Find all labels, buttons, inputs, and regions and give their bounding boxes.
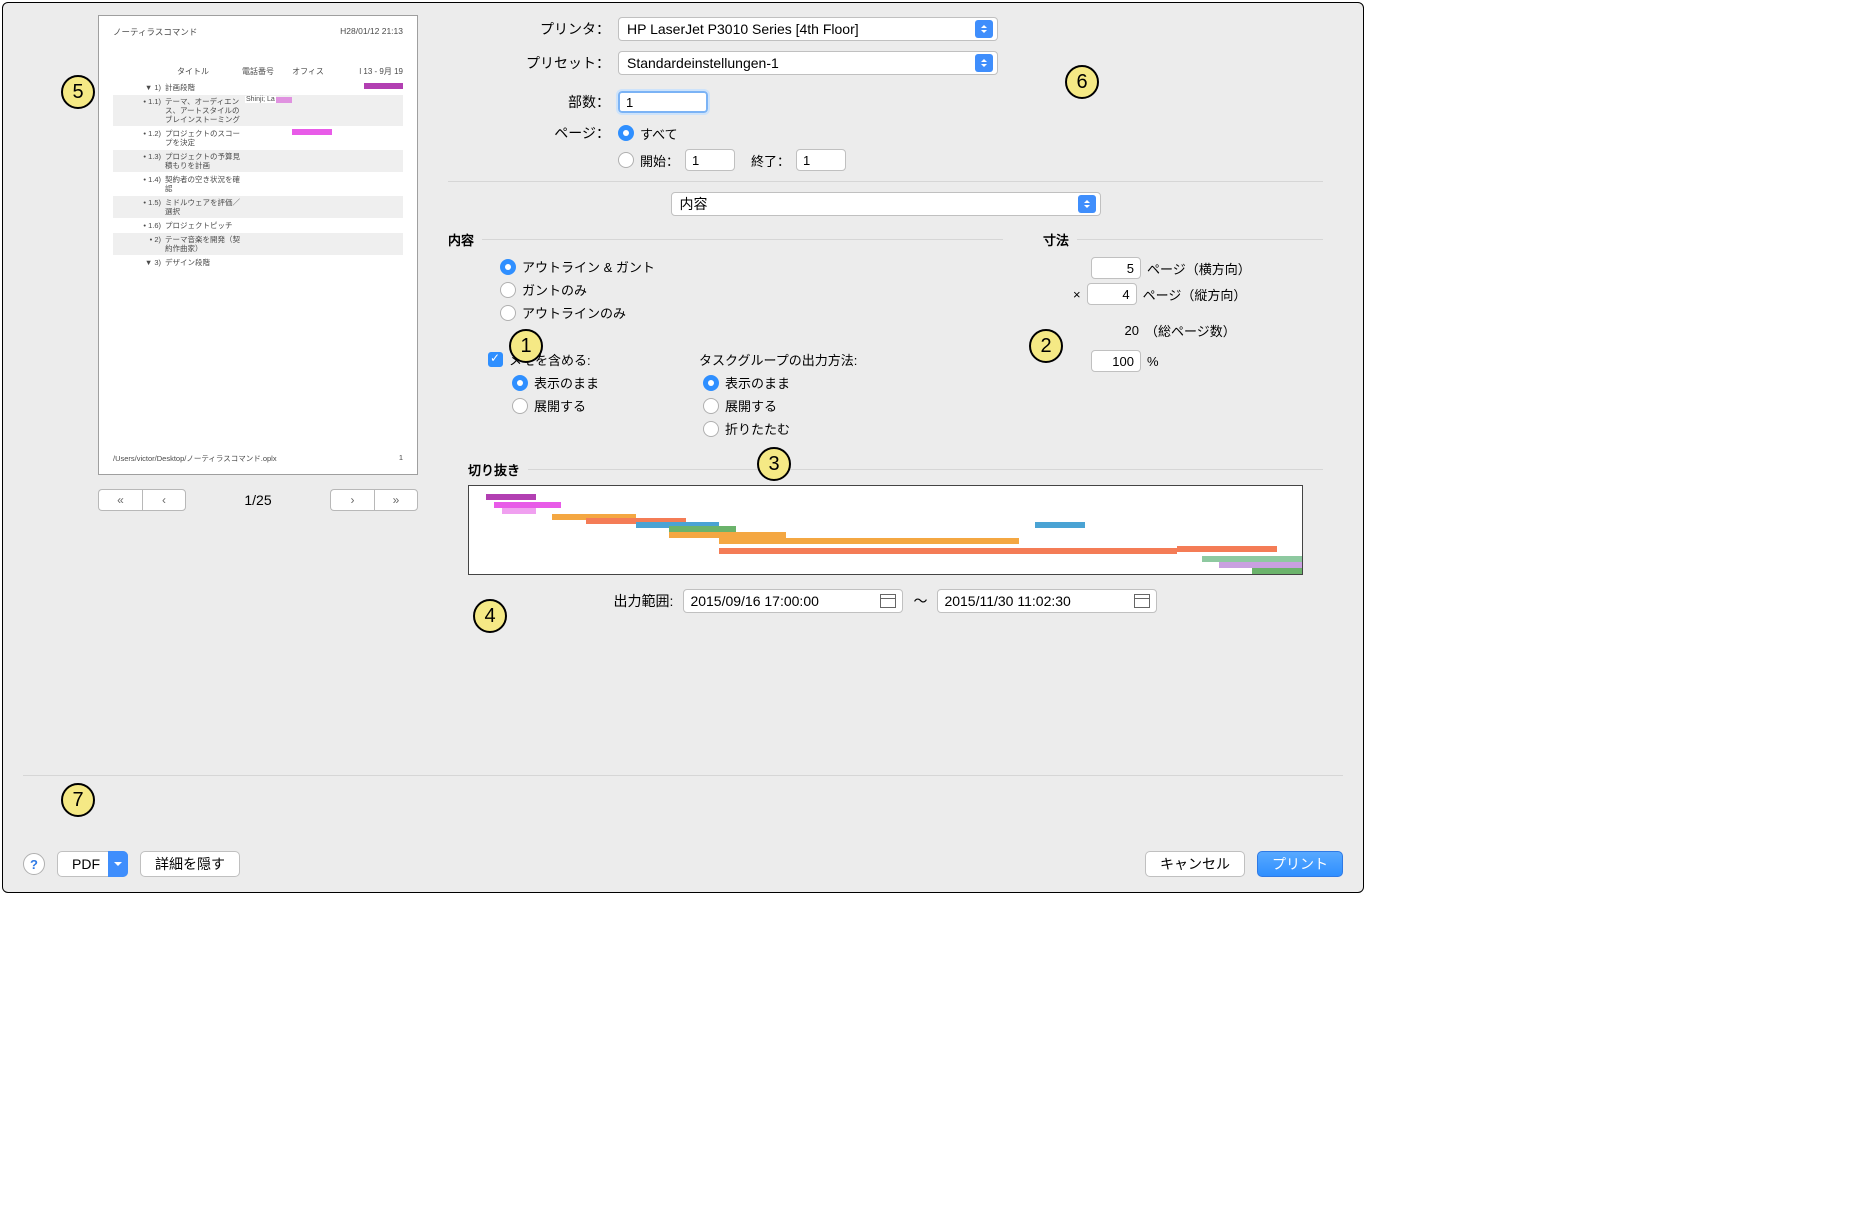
annotation-badge-1: 1 [509,329,543,363]
copies-input[interactable] [618,91,708,113]
annotation-badge-6: 6 [1065,65,1099,99]
pages-to-label: 終了： [751,151,790,170]
first-page-button[interactable]: « [98,489,142,511]
calendar-icon[interactable] [1134,594,1150,608]
pages-tall-input[interactable] [1087,283,1137,305]
content-radio-gantt[interactable] [500,282,516,298]
preview-row: • 1.2)プロジェクトのスコープを決定 [113,127,403,149]
page-counter: 1/25 [192,492,324,508]
memo-radio-expand[interactable] [512,398,528,414]
annotation-badge-2: 2 [1029,329,1063,363]
preview-title: ノーティラスコマンド [113,26,197,38]
print-preview: ノーティラスコマンド H28/01/12 21:13 タイトル 電話番号 オフィ… [98,15,418,475]
printer-label: プリンタ： [448,19,618,39]
memo-checkbox[interactable] [488,352,503,367]
preview-row: • 1.4)契約者の空き状況を確認 [113,173,403,195]
taskgroup-radio-collapse[interactable] [703,421,719,437]
taskgroup-radio-asis[interactable] [703,375,719,391]
preview-row: • 1.3)プロジェクトの予算見積もりを計画 [113,150,403,172]
pages-to-input[interactable] [796,149,846,171]
pages-wide-input[interactable] [1091,257,1141,279]
range-from-input[interactable]: 2015/09/16 17:00:00 [683,589,903,613]
content-title: 内容 [448,230,474,249]
preview-row: • 2)テーマ音楽を開発（契約作曲家） [113,233,403,255]
preview-row: • 1.5)ミドルウェアを評価／選択 [113,196,403,218]
preview-row: • 1.6)プロジェクトピッチ [113,219,403,232]
preview-footer-page: 1 [399,453,403,464]
pages-all-radio[interactable] [618,125,634,141]
preset-select[interactable]: Standardeinstellungen-1 [618,51,998,75]
pages-all-label: すべて [640,124,678,143]
dims-title: 寸法 [1043,230,1069,249]
preview-row: ▼ 3)デザイン段階 [113,256,403,269]
taskgroup-radio-expand[interactable] [703,398,719,414]
pages-from-label: 開始： [640,151,679,170]
crop-gantt-preview[interactable] [468,485,1303,575]
preview-row: • 1.1)テーマ、オーディエンス、アートスタイルのブレインストーミングShin… [113,95,403,126]
pdf-menu-button[interactable]: PDF [57,851,128,877]
last-page-button[interactable]: » [374,489,418,511]
pages-range-radio[interactable] [618,152,634,168]
cancel-button[interactable]: キャンセル [1145,851,1245,877]
content-radio-outline-gantt[interactable] [500,259,516,275]
scale-percent-input[interactable] [1091,350,1141,372]
content-radio-outline[interactable] [500,305,516,321]
taskgroup-title: タスクグループの出力方法: [699,350,857,369]
calendar-icon[interactable] [880,594,896,608]
crop-title: 切り抜き [468,460,520,479]
copies-label: 部数： [448,92,618,112]
annotation-badge-4: 4 [473,599,507,633]
preview-date: H28/01/12 21:13 [340,26,403,38]
preset-label: プリセット： [448,53,618,73]
annotation-badge-7: 7 [61,783,95,817]
pages-from-input[interactable] [685,149,735,171]
range-to-input[interactable]: 2015/11/30 11:02:30 [937,589,1157,613]
pages-label: ページ： [448,123,618,143]
preview-footer-path: /Users/victor/Desktop/ノーティラスコマンド.oplx [113,453,277,464]
annotation-badge-5: 5 [61,75,95,109]
memo-radio-asis[interactable] [512,375,528,391]
print-button[interactable]: プリント [1257,851,1343,877]
preview-columns: タイトル 電話番号 オフィス l 13 - 9月 19 [113,66,403,77]
printer-select[interactable]: HP LaserJet P3010 Series [4th Floor] [618,17,998,41]
panel-select[interactable]: 内容 [671,192,1101,216]
hide-details-button[interactable]: 詳細を隠す [140,851,240,877]
help-button[interactable]: ? [23,853,45,875]
range-label: 出力範囲: [614,591,674,611]
prev-page-button[interactable]: ‹ [142,489,186,511]
annotation-badge-3: 3 [757,447,791,481]
next-page-button[interactable]: › [330,489,374,511]
preview-row: ▼ 1)計画段階 [113,81,403,94]
